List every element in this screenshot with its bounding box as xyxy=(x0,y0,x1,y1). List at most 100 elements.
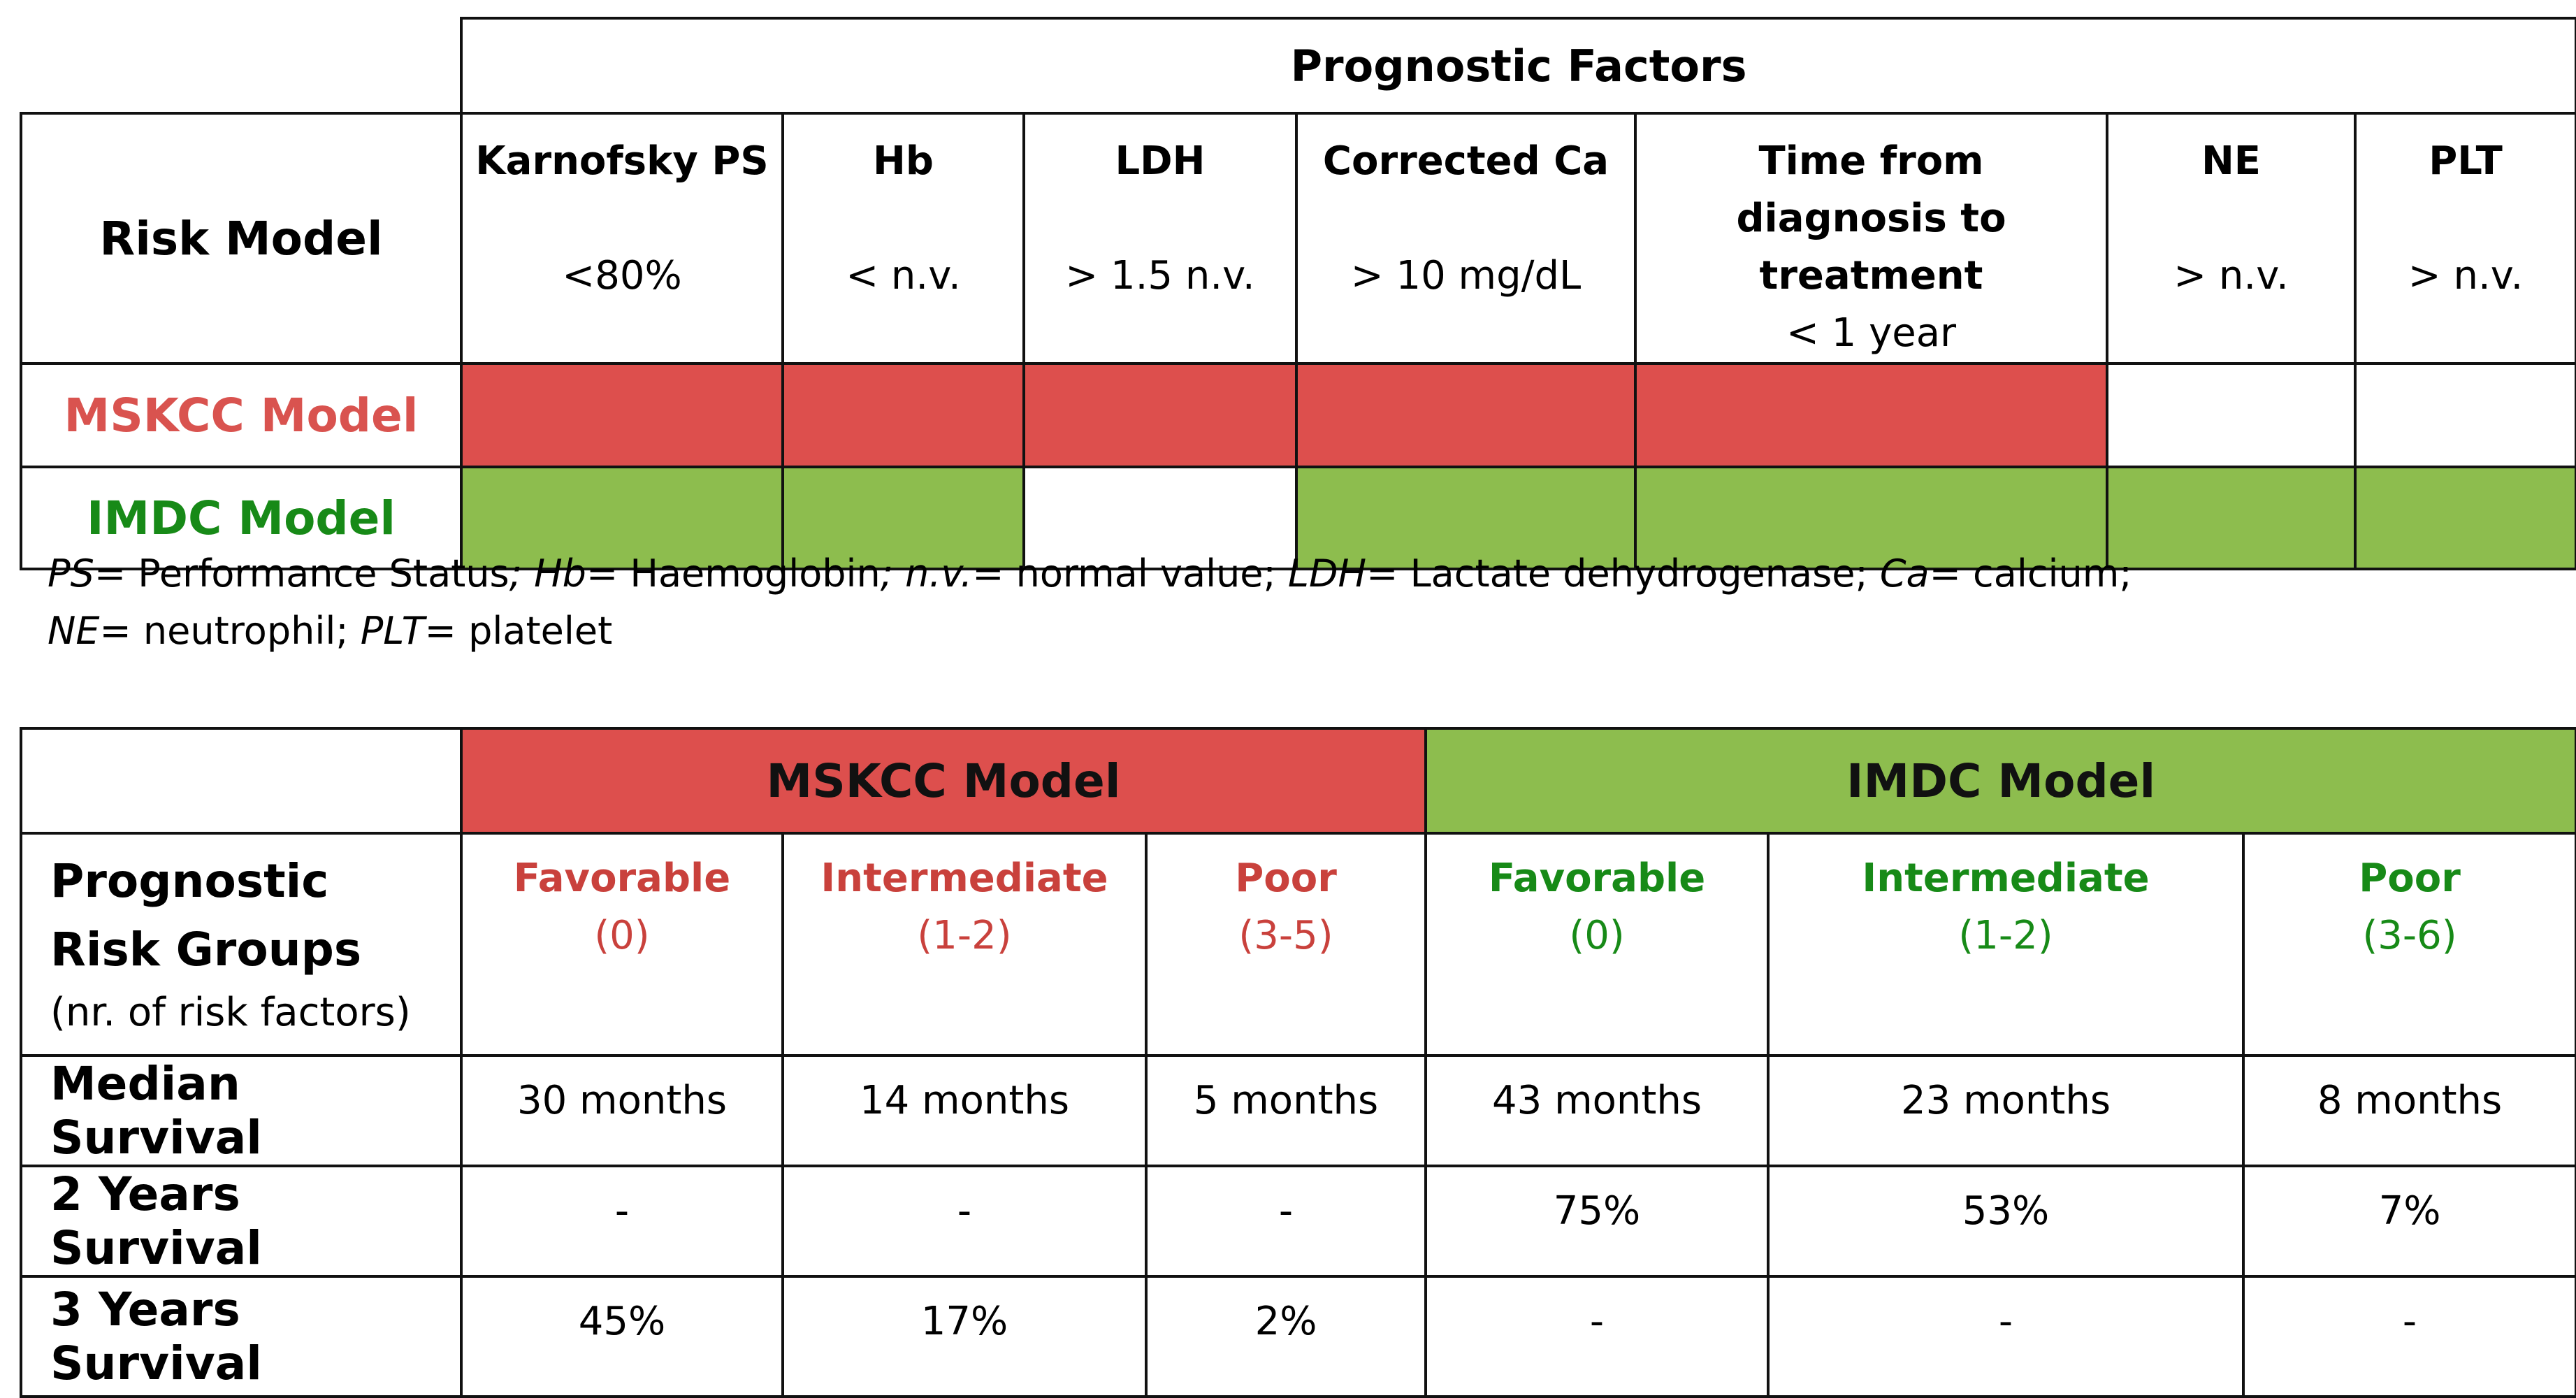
factor-time-to-treatment: Time from diagnosis to treatment < 1 yea… xyxy=(1634,112,2108,365)
factor-criterion: < n.v. xyxy=(846,253,961,298)
factor-criterion: > n.v. xyxy=(2408,253,2524,298)
imdc-model-group-header: IMDC Model xyxy=(1424,727,2576,835)
factor-corrected-ca: Corrected Ca > 10 mg/dL xyxy=(1295,112,1637,365)
factor-name: Hb xyxy=(873,138,934,184)
mskcc-factor-cell xyxy=(1295,362,1637,468)
risk-group-count: (0) xyxy=(1569,913,1625,958)
survival-value: 2% xyxy=(1144,1275,1428,1398)
risk-groups-survival-table: MSKCC Model IMDC Model Prognostic Risk G… xyxy=(20,727,2576,1398)
survival-value: - xyxy=(781,1165,1148,1278)
abbr-def: = platelet xyxy=(424,609,613,653)
survival-value: 23 months xyxy=(1767,1054,2245,1167)
abbr: Hb xyxy=(534,552,586,596)
abbr-def: = Lactate dehydrogenase xyxy=(1366,552,1855,596)
abbr: NE xyxy=(48,609,100,653)
risk-group-count: (3-6) xyxy=(2362,913,2457,958)
mskcc-model-label: MSKCC Model xyxy=(20,362,463,468)
imdc-poor: Poor (3-6) xyxy=(2242,832,2576,1057)
mskcc-factor-cell xyxy=(1634,362,2108,468)
imdc-factor-cell xyxy=(781,466,1025,570)
risk-group-name: Poor xyxy=(2359,856,2461,901)
risk-group-count: (3-5) xyxy=(1238,913,1333,958)
mskcc-factor-cell xyxy=(781,362,1025,468)
survival-value: - xyxy=(1424,1275,1770,1398)
imdc-favorable: Favorable (0) xyxy=(1424,832,1770,1057)
abbr-def: = neutrophil xyxy=(99,609,336,653)
mskcc-model-group-header: MSKCC Model xyxy=(459,727,1428,835)
abbr: PS xyxy=(48,552,94,596)
factor-name: Time from diagnosis to treatment xyxy=(1736,138,2006,298)
mskcc-favorable: Favorable (0) xyxy=(460,832,784,1057)
survival-value: - xyxy=(1144,1165,1428,1278)
factor-criterion: > 1.5 n.v. xyxy=(1065,253,1255,298)
corner-cell xyxy=(20,727,463,835)
survival-value: 5 months xyxy=(1144,1054,1428,1167)
imdc-factor-cell xyxy=(460,466,784,570)
corner-cell xyxy=(20,17,463,115)
survival-value: 14 months xyxy=(781,1054,1148,1167)
survival-value: 8 months xyxy=(2242,1054,2576,1167)
footnote-line-2: NE= neutrophil; PLT= platelet xyxy=(48,609,613,653)
factor-ldh: LDH > 1.5 n.v. xyxy=(1022,112,1298,365)
survival-value: 75% xyxy=(1424,1165,1770,1278)
prognostic-factors-header: Prognostic Factors xyxy=(459,17,2576,115)
risk-group-name: Intermediate xyxy=(1862,856,2150,901)
imdc-factor-cell xyxy=(1022,466,1298,570)
abbr: Ca xyxy=(1879,552,1930,596)
label-line: Risk Groups xyxy=(50,923,362,977)
survival-value: 30 months xyxy=(460,1054,784,1167)
factor-ne: NE > n.v. xyxy=(2106,112,2357,365)
mskcc-factor-cell xyxy=(1022,362,1298,468)
abbr-def: = normal value xyxy=(972,552,1264,596)
survival-value: - xyxy=(2242,1275,2576,1398)
mskcc-poor: Poor (3-5) xyxy=(1144,832,1428,1057)
mskcc-factor-cell xyxy=(460,362,784,468)
factor-criterion: > 10 mg/dL xyxy=(1350,253,1582,298)
imdc-factor-cell xyxy=(1295,466,1637,570)
risk-groups-label: Prognostic Risk Groups (nr. of risk fact… xyxy=(20,832,463,1057)
abbr-def: = Performance Status xyxy=(94,552,509,596)
mskcc-intermediate: Intermediate (1-2) xyxy=(781,832,1148,1057)
factor-criterion: < 1 year xyxy=(1786,310,1957,356)
risk-group-count: (1-2) xyxy=(917,913,1012,958)
survival-value: 45% xyxy=(460,1275,784,1398)
abbr-def: = Haemoglobin xyxy=(586,552,881,596)
risk-model-label: Risk Model xyxy=(20,112,463,365)
mskcc-factor-cell xyxy=(2106,362,2357,468)
risk-group-count: (0) xyxy=(594,913,650,958)
risk-group-name: Favorable xyxy=(513,856,731,901)
factor-name: Karnofsky PS xyxy=(475,138,769,184)
abbr: LDH xyxy=(1287,552,1367,596)
factor-name: Corrected Ca xyxy=(1322,138,1609,184)
footnote-line-1: PS= Performance Status; Hb= Haemoglobin;… xyxy=(48,552,2132,596)
label-line: Prognostic xyxy=(50,854,329,908)
prognostic-factors-table: Prognostic Factors Risk Model Karnofsky … xyxy=(20,17,2576,570)
abbr-def: = calcium xyxy=(1929,552,2120,596)
risk-group-name: Favorable xyxy=(1488,856,1706,901)
imdc-factor-cell xyxy=(1634,466,2108,570)
factor-plt: PLT > n.v. xyxy=(2353,112,2576,365)
survival-value: - xyxy=(1767,1275,2245,1398)
survival-value: 17% xyxy=(781,1275,1148,1398)
survival-value: 53% xyxy=(1767,1165,2245,1278)
factor-name: LDH xyxy=(1115,138,1206,184)
survival-value: 43 months xyxy=(1424,1054,1770,1167)
risk-group-count: (1-2) xyxy=(1958,913,2053,958)
imdc-factor-cell xyxy=(2106,466,2357,570)
factor-hb: Hb < n.v. xyxy=(781,112,1025,365)
imdc-intermediate: Intermediate (1-2) xyxy=(1767,832,2245,1057)
label-line: (nr. of risk factors) xyxy=(50,990,411,1035)
mskcc-factor-cell xyxy=(2353,362,2576,468)
survival-value: 7% xyxy=(2242,1165,2576,1278)
abbreviations-footnote: PS= Performance Status; Hb= Haemoglobin;… xyxy=(48,545,2132,660)
imdc-model-label: IMDC Model xyxy=(20,466,463,570)
factor-criterion: <80% xyxy=(562,253,682,298)
abbr: PLT xyxy=(360,609,425,653)
survival-value: - xyxy=(460,1165,784,1278)
risk-group-name: Poor xyxy=(1235,856,1337,901)
factor-criterion: > n.v. xyxy=(2173,253,2289,298)
factor-karnofsky: Karnofsky PS <80% xyxy=(460,112,784,365)
factor-name: PLT xyxy=(2429,138,2503,184)
abbr: n.v. xyxy=(905,552,973,596)
risk-group-name: Intermediate xyxy=(820,856,1108,901)
